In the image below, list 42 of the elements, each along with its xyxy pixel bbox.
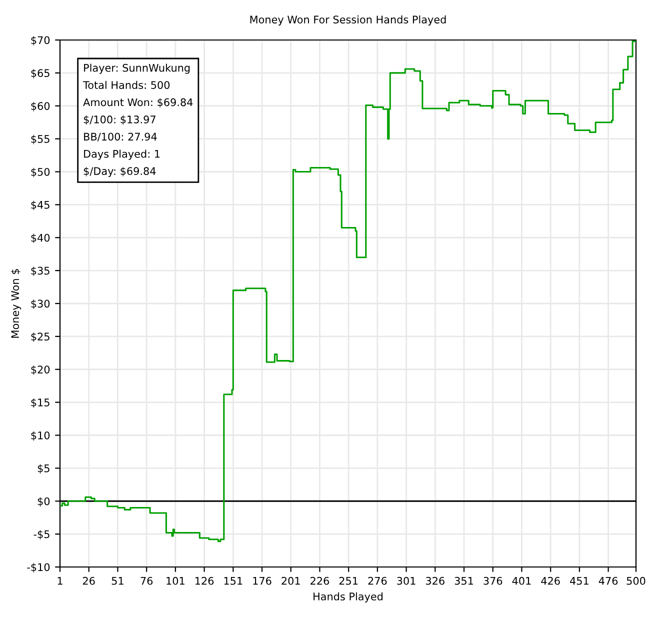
x-axis-title: Hands Played: [314, 592, 383, 602]
x-tick-label: 401: [512, 576, 531, 585]
annotation: Player: SunnWukung Total Hands: 500 Amount Won: $69.84 $/100: $13.97 BB/100: 27.94 Days Played: 1 $/Day: $69.84: [83, 64, 193, 178]
x-tick-label: 351: [454, 576, 473, 585]
x-tick-label: 101: [166, 576, 184, 585]
y-tick-label: $70: [31, 36, 50, 46]
x-tick-label: 376: [484, 576, 502, 585]
y-tick-label: $25: [31, 332, 50, 342]
y-tick-label: $15: [31, 398, 50, 408]
x-tick-label: 151: [224, 577, 242, 585]
x-tick-label: 126: [195, 576, 214, 585]
x-tick-label: 201: [282, 576, 300, 585]
x-tick-label: 76: [140, 576, 153, 585]
y-tick-label: $0: [38, 497, 50, 507]
x-tick-label: 51: [112, 577, 124, 585]
y-tick-label: $65: [31, 68, 50, 78]
y-tick-label: $35: [31, 266, 50, 276]
y-tick-label: $45: [31, 200, 50, 210]
y-tick-label: $20: [31, 365, 50, 375]
x-tick-label: 26: [82, 576, 95, 585]
x-tick-label: 426: [541, 576, 560, 585]
y-tick-label: $60: [31, 102, 50, 112]
y-tick-label: $40: [31, 234, 50, 244]
x-tick-label: 226: [310, 576, 330, 585]
y-tick-label: $30: [31, 300, 50, 309]
x-tick-label: 276: [368, 576, 387, 585]
y-tick-label: $55: [31, 134, 50, 144]
x-tick-label: 176: [253, 576, 272, 585]
x-tick-label: 1: [58, 577, 62, 585]
x-tick-label: 500: [626, 576, 646, 585]
y-tick-label: -$10: [27, 563, 50, 572]
x-tick-label: 451: [570, 577, 588, 585]
x-tick-label: 301: [397, 576, 416, 585]
y-tick-label: $5: [38, 464, 50, 474]
y-tick-label: -$5: [34, 530, 50, 540]
x-tick-label: 251: [339, 576, 358, 585]
y-axis-title: Money Won $: [11, 269, 22, 338]
x-tick-label: 326: [426, 576, 444, 585]
chart-title: Money Won For Session Hands Played: [250, 15, 446, 26]
y-tick-label: $50: [31, 168, 50, 178]
x-tick-label: 476: [598, 576, 618, 585]
y-tick-label: $10: [31, 431, 50, 441]
